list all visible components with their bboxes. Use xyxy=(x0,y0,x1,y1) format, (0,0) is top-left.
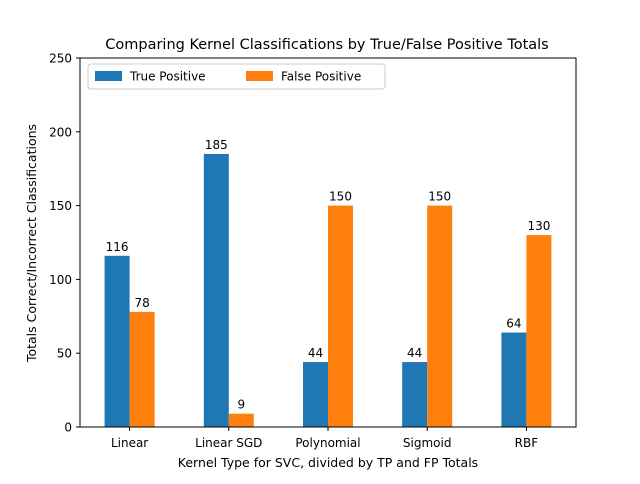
bar-value-label: 9 xyxy=(237,398,245,412)
legend-label: True Positive xyxy=(129,70,206,84)
x-axis-label: Kernel Type for SVC, divided by TP and F… xyxy=(178,455,478,470)
y-axis-label: Totals Correct/Incorrect Classifications xyxy=(24,124,39,363)
bar-value-label: 44 xyxy=(308,346,323,360)
x-tick-label: Sigmoid xyxy=(403,436,452,450)
bar-value-label: 44 xyxy=(407,346,422,360)
bar-labels-layer: 116 185 44 44 64 78 9 150 150 130 xyxy=(106,138,551,412)
bar-value-label: 130 xyxy=(527,219,550,233)
y-tick-label: 100 xyxy=(49,273,72,287)
bar-fp-rbf xyxy=(526,235,552,427)
bar-tp-rbf xyxy=(501,332,527,427)
legend-swatch xyxy=(95,71,122,81)
bar-fp-linear xyxy=(129,311,155,427)
bar-fp-linear-sgd xyxy=(228,413,254,427)
bar-value-label: 150 xyxy=(329,190,352,204)
x-tick-label: RBF xyxy=(515,436,539,450)
y-tick-label: 150 xyxy=(49,199,72,213)
x-tick-label: Polynomial xyxy=(295,436,360,450)
bar-tp-sigmoid xyxy=(402,362,428,427)
y-tick-label: 200 xyxy=(49,125,72,139)
bar-fp-polynomial xyxy=(328,205,353,427)
x-axis: Linear Linear SGD Polynomial Sigmoid RBF xyxy=(111,427,538,450)
legend-frame xyxy=(87,63,386,90)
y-tick-label: 50 xyxy=(57,347,72,361)
bar-tp-linear-sgd xyxy=(203,153,229,427)
bars-layer xyxy=(104,153,552,427)
bar-tp-polynomial xyxy=(303,362,328,427)
chart-title: Comparing Kernel Classifications by True… xyxy=(105,37,548,53)
bar-value-label: 185 xyxy=(205,138,228,152)
legend-label: False Positive xyxy=(281,70,361,84)
legend-swatch xyxy=(246,71,273,81)
bar-value-label: 78 xyxy=(134,296,149,310)
y-tick-label: 0 xyxy=(64,421,72,435)
bar-value-label: 150 xyxy=(428,190,451,204)
x-tick-label: Linear xyxy=(111,436,148,450)
x-tick-label: Linear SGD xyxy=(195,436,262,450)
y-tick-label: 250 xyxy=(49,52,72,66)
legend: True Positive False Positive xyxy=(87,63,386,90)
bar-value-label: 116 xyxy=(106,240,129,254)
y-axis: 0 50 100 150 200 250 xyxy=(49,52,80,435)
bar-fp-sigmoid xyxy=(427,205,453,427)
bar-value-label: 64 xyxy=(506,317,521,331)
bar-tp-linear xyxy=(104,255,130,427)
